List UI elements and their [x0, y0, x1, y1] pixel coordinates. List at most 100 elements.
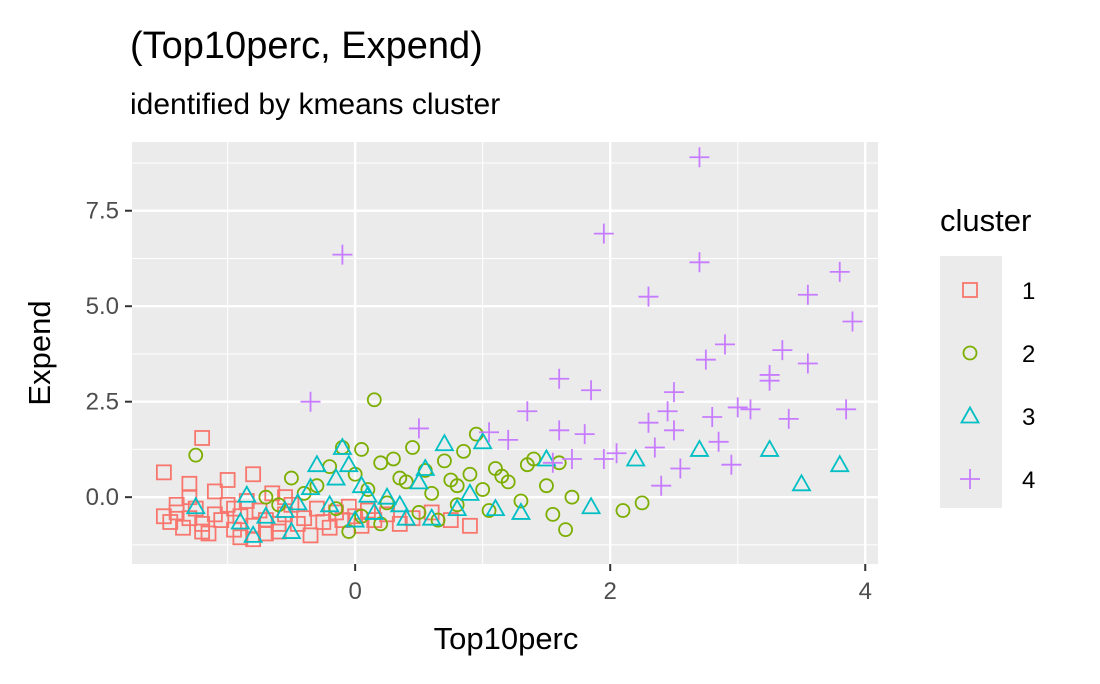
data-point: [574, 424, 595, 445]
data-point: [325, 467, 347, 486]
data-point: [536, 448, 557, 467]
data-point: [549, 420, 570, 441]
chart-subtitle: identified by kmeans cluster: [130, 88, 500, 121]
data-point: [306, 454, 327, 473]
data-point: [360, 482, 376, 497]
data-point: [663, 382, 684, 403]
data-point: [459, 483, 480, 501]
data-point: [434, 433, 455, 452]
data-point: [644, 437, 665, 458]
data-point: [714, 334, 735, 355]
data-point: [638, 286, 659, 307]
data-point: [498, 429, 519, 450]
data-point: [302, 527, 319, 544]
x-tick-label: 4: [859, 578, 872, 605]
plot-panel: [132, 142, 878, 564]
data-point: [581, 496, 602, 515]
data-point: [829, 454, 850, 473]
data-point: [689, 439, 710, 457]
data-points: [155, 147, 863, 548]
y-tick-label: 2.5: [86, 389, 119, 416]
data-point: [364, 502, 385, 520]
data-point: [526, 451, 542, 467]
data-point: [513, 493, 529, 509]
legend-key-plus: [960, 469, 980, 489]
legend-label: 3: [1022, 404, 1035, 431]
data-point: [462, 466, 478, 482]
data-point: [351, 475, 372, 494]
legend-items: 1 2 3 4: [940, 256, 1035, 508]
data-point: [759, 364, 780, 385]
data-point: [230, 511, 251, 530]
grid-lines: [132, 142, 878, 564]
data-point: [226, 500, 242, 517]
data-point: [670, 458, 691, 479]
data-point: [187, 500, 204, 517]
data-point: [517, 401, 538, 422]
chart-title: (Top10perc, Expend): [130, 25, 483, 67]
data-point: [593, 448, 614, 469]
data-point: [236, 484, 257, 503]
data-point: [255, 505, 276, 524]
data-point: [296, 510, 313, 527]
data-point: [245, 466, 262, 483]
data-point: [638, 412, 659, 433]
data-point: [449, 478, 465, 494]
legend-title: cluster: [940, 203, 1031, 238]
data-point: [657, 401, 678, 422]
series-cluster-3: [185, 431, 850, 543]
data-point: [373, 516, 389, 532]
data-point: [408, 471, 429, 490]
data-point: [581, 380, 602, 401]
data-point: [791, 473, 812, 492]
data-point: [396, 507, 417, 526]
data-point: [309, 478, 325, 494]
data-point: [651, 475, 672, 496]
data-point: [338, 454, 359, 473]
data-point: [430, 512, 446, 528]
data-point: [778, 408, 799, 429]
axes: 0 2 4 0.0 2.5 5.0 7.5: [86, 198, 872, 605]
legend-key-circle: [962, 345, 978, 361]
data-point: [219, 472, 236, 488]
data-point: [206, 483, 223, 500]
data-point: [415, 458, 436, 476]
x-tick-label: 0: [348, 578, 361, 605]
data-point: [494, 468, 510, 484]
data-point: [168, 496, 185, 513]
data-point: [188, 447, 204, 463]
x-tick-label: 2: [604, 578, 617, 605]
series-cluster-2: [188, 392, 650, 539]
data-point: [408, 418, 429, 439]
data-point: [287, 492, 308, 511]
data-point: [392, 470, 408, 486]
data-point: [155, 464, 172, 481]
data-point: [405, 440, 420, 455]
data-point: [332, 244, 353, 265]
y-tick-label: 7.5: [86, 198, 119, 225]
legend-key-square: [962, 282, 978, 298]
y-tick-label: 5.0: [86, 293, 119, 320]
legend-label: 4: [1022, 467, 1035, 494]
legend-key-triangle: [959, 405, 981, 424]
data-point: [437, 453, 452, 469]
data-point: [615, 503, 631, 518]
data-point: [475, 482, 491, 497]
data-point: [772, 340, 793, 361]
data-point: [284, 470, 299, 486]
legend-label: 1: [1022, 278, 1035, 305]
data-point: [539, 478, 554, 494]
data-point: [708, 431, 729, 452]
data-point: [319, 494, 340, 513]
data-point: [447, 498, 468, 517]
data-point: [354, 442, 369, 457]
data-point: [185, 496, 206, 515]
data-point: [702, 406, 723, 427]
data-point: [510, 502, 531, 520]
data-point: [721, 454, 742, 475]
legend-label: 2: [1022, 341, 1035, 368]
data-point: [213, 512, 230, 528]
data-point: [376, 486, 398, 505]
